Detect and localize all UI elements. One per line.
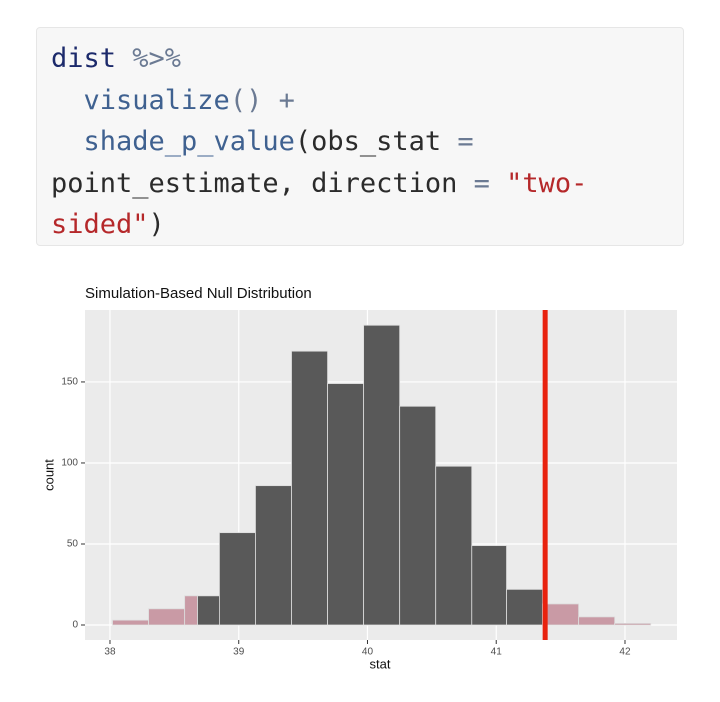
bar [291,350,328,626]
bar [363,324,401,626]
bar [255,485,292,626]
x-tick-label: 41 [491,647,503,658]
y-tick-label: 0 [72,620,78,631]
bar [112,619,150,626]
x-tick-label: 40 [362,647,374,658]
code-token: point_estimate, direction [51,167,458,199]
code-token: sided" [51,209,149,240]
bar [219,532,256,626]
code-line: sided") [51,204,683,246]
code-token: dist [51,43,117,74]
x-tick-label: 38 [104,647,116,658]
bar [471,545,507,626]
code-token: = [441,126,474,157]
bar [184,595,198,626]
bar [435,465,473,626]
code-token: %>% [116,43,182,74]
x-axis-label: stat [370,656,391,671]
code-line: shade_p_value(obs_stat = [51,121,683,163]
code-token: + [262,84,295,116]
bar [506,588,543,626]
bar [148,608,186,626]
chart-title: Simulation-Based Null Distribution [85,285,312,302]
code-token: () [229,84,263,116]
code-line: point_estimate, direction = "two- [51,163,683,205]
x-tick-label: 42 [619,647,631,658]
code-token: visualize [51,84,230,116]
x-tick-label: 39 [233,647,245,658]
bar [544,603,580,626]
code-token: ) [148,209,165,240]
code-token: shade_p_value [51,126,295,157]
y-tick-label: 100 [61,458,78,469]
code-line: dist %>% [51,38,683,80]
y-axis-label: count [41,459,56,491]
y-tick-label: 50 [67,539,79,550]
code-token: (obs_stat [294,126,442,157]
code-token: "two- [489,167,588,199]
code-token: = [457,167,490,199]
bar [399,405,437,626]
code-block: dist %>% visualize() + shade_p_value(obs… [36,27,684,246]
y-tick-label: 150 [61,377,78,388]
code-line: visualize() + [51,80,683,122]
bar [197,595,220,626]
bar [614,622,652,626]
bar [578,616,616,626]
bar [327,383,365,626]
